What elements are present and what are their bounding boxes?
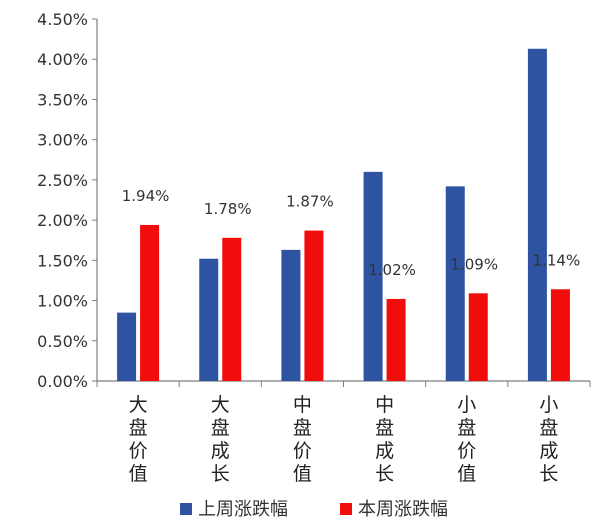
legend-label: 上周涨跌幅	[198, 499, 288, 520]
data-label: 1.09%	[450, 255, 498, 273]
bar-last-week	[199, 258, 219, 381]
bar-last-week	[445, 186, 465, 381]
legend: 上周涨跌幅 本周涨跌幅	[180, 499, 448, 520]
legend-swatch	[340, 503, 352, 515]
axes: 0.00% 0.50% 1.00% 1.50% 2.00% 2.50% 3.00% 3.50%…	[37, 10, 591, 485]
bars	[117, 48, 570, 382]
y-tick-label: 0.50%	[37, 332, 88, 351]
y-tick-label: 3.50%	[37, 90, 88, 109]
x-tick-label: 中盘成长	[375, 394, 394, 485]
legend-swatch	[180, 503, 192, 515]
bar-last-week	[281, 249, 301, 381]
y-tick-label: 1.00%	[37, 292, 88, 311]
y-tick-label: 2.50%	[37, 171, 88, 190]
bar-this-week	[468, 293, 488, 381]
x-tick-label: 小盘成长	[539, 394, 558, 485]
bar-last-week	[117, 312, 137, 381]
y-tick-label: 4.00%	[37, 50, 88, 69]
bar-this-week	[304, 230, 324, 381]
bar-last-week	[527, 48, 547, 382]
x-tick-label: 小盘价值	[457, 394, 476, 485]
y-tick-label: 3.00%	[37, 131, 88, 150]
data-labels: 1.94% 1.78% 1.87% 1.02% 1.09% 1.14%	[122, 187, 580, 279]
bar-last-week	[363, 171, 383, 381]
bar-this-week	[222, 237, 242, 381]
legend-label: 本周涨跌幅	[358, 499, 448, 520]
data-label: 1.87%	[286, 193, 334, 211]
y-tick-label: 1.50%	[37, 251, 88, 270]
x-tick-label: 大盘价值	[129, 394, 148, 485]
data-label: 1.94%	[122, 187, 170, 205]
bar-this-week	[386, 298, 406, 381]
y-tick-label: 4.50%	[37, 10, 88, 29]
bar-this-week	[140, 224, 160, 381]
bar-this-week	[550, 289, 570, 381]
x-tick-label: 中盘价值	[293, 394, 312, 485]
y-tick-label: 2.00%	[37, 211, 88, 230]
data-label: 1.02%	[368, 261, 416, 279]
x-tick-label: 大盘成长	[211, 394, 230, 485]
data-label: 1.78%	[204, 200, 252, 218]
data-label: 1.14%	[533, 251, 581, 269]
y-tick-label: 0.00%	[37, 372, 88, 391]
